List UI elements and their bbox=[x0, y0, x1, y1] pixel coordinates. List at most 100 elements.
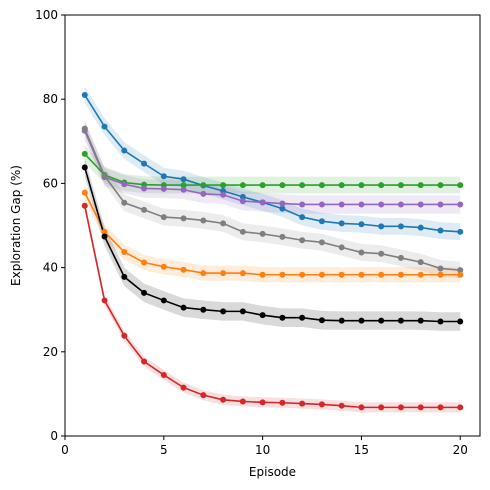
series-4-point bbox=[397, 271, 404, 278]
series-3-point bbox=[180, 215, 187, 222]
series-2-point bbox=[180, 186, 187, 193]
x-tick-label: 10 bbox=[255, 443, 270, 457]
series-0-line bbox=[84, 94, 461, 233]
series-1-point bbox=[378, 182, 385, 189]
series-5-point bbox=[457, 318, 464, 325]
series-2-point bbox=[160, 185, 167, 192]
x-tick-label: 5 bbox=[160, 443, 168, 457]
series-6-point bbox=[81, 202, 88, 209]
series-4-point bbox=[200, 270, 207, 277]
series-3-point bbox=[457, 267, 464, 274]
series-4-point bbox=[457, 271, 464, 278]
series-1-point bbox=[318, 182, 325, 189]
series-4-point bbox=[81, 189, 88, 196]
series-5-point bbox=[417, 317, 424, 324]
series-2-point bbox=[457, 201, 464, 208]
series-5-point bbox=[259, 312, 266, 319]
series-4-point bbox=[358, 271, 365, 278]
series-3-point bbox=[397, 254, 404, 261]
series-6-point bbox=[299, 400, 306, 407]
series-3-point bbox=[220, 220, 227, 227]
series-6-point bbox=[259, 399, 266, 406]
series-0-point bbox=[457, 228, 464, 235]
series-5-point bbox=[299, 314, 306, 321]
series-5-point bbox=[101, 233, 108, 240]
series-2-point bbox=[378, 201, 385, 208]
series-5-point bbox=[318, 317, 325, 324]
y-tick-label: 60 bbox=[43, 176, 58, 190]
markers-layer bbox=[81, 91, 464, 411]
series-3-point bbox=[299, 237, 306, 244]
series-5-band bbox=[84, 158, 461, 331]
series-5-point bbox=[437, 318, 444, 325]
lines-layer bbox=[83, 94, 461, 409]
series-1-point bbox=[338, 182, 345, 189]
series-3-point bbox=[437, 265, 444, 272]
series-3-point bbox=[279, 233, 286, 240]
y-axis: 0 20 40 60 80 100 bbox=[35, 8, 65, 443]
series-0-point bbox=[318, 218, 325, 225]
x-axis: 0 5 10 15 20 bbox=[61, 436, 468, 457]
series-6-point bbox=[279, 399, 286, 406]
series-3-point bbox=[338, 244, 345, 251]
series-1-point bbox=[279, 182, 286, 189]
series-6-point bbox=[397, 404, 404, 411]
series-6-point bbox=[358, 404, 365, 411]
series-0-point bbox=[121, 147, 128, 154]
series-6-point bbox=[180, 384, 187, 391]
series-3-point bbox=[378, 250, 385, 257]
series-0-point bbox=[279, 205, 286, 212]
series-2-point bbox=[358, 201, 365, 208]
series-6-point bbox=[220, 396, 227, 403]
series-3-point bbox=[318, 239, 325, 246]
series-1-line bbox=[84, 153, 461, 186]
series-4-point bbox=[378, 271, 385, 278]
series-6-point bbox=[378, 404, 385, 411]
series-0-point bbox=[397, 223, 404, 230]
series-0-point bbox=[358, 221, 365, 228]
series-0-point bbox=[378, 223, 385, 230]
series-2-point bbox=[220, 191, 227, 198]
series-2-point bbox=[121, 181, 128, 188]
series-5-point bbox=[160, 297, 167, 304]
series-2-point bbox=[200, 190, 207, 197]
series-5-point bbox=[220, 308, 227, 315]
series-6-point bbox=[457, 404, 464, 411]
series-6-point bbox=[417, 404, 424, 411]
series-4-point bbox=[318, 271, 325, 278]
bands-layer bbox=[84, 86, 461, 413]
series-4-point bbox=[279, 271, 286, 278]
y-axis-label: Exploration Gap (%) bbox=[9, 165, 23, 286]
series-4-point bbox=[259, 271, 266, 278]
series-5-point bbox=[279, 314, 286, 321]
series-5-point bbox=[121, 273, 128, 280]
series-5-point bbox=[200, 306, 207, 313]
series-3-point bbox=[417, 259, 424, 266]
series-6-point bbox=[101, 297, 108, 304]
series-0-point bbox=[180, 176, 187, 183]
series-6-point bbox=[160, 371, 167, 378]
series-3-point bbox=[200, 217, 207, 224]
series-0-point bbox=[81, 91, 88, 98]
series-2-point bbox=[417, 201, 424, 208]
series-1-point bbox=[81, 150, 88, 157]
series-6-point bbox=[437, 404, 444, 411]
series-5-point bbox=[239, 308, 246, 315]
series-3-line bbox=[84, 128, 461, 271]
series-1-point bbox=[299, 182, 306, 189]
series-5-point bbox=[358, 317, 365, 324]
series-1-point bbox=[358, 182, 365, 189]
series-4-point bbox=[437, 271, 444, 278]
y-tick-label: 100 bbox=[35, 8, 58, 22]
series-1-point bbox=[180, 182, 187, 189]
y-tick-label: 20 bbox=[43, 345, 58, 359]
series-4-point bbox=[180, 266, 187, 273]
series-6-point bbox=[141, 358, 148, 365]
series-6-point bbox=[239, 398, 246, 405]
series-2-point bbox=[397, 201, 404, 208]
series-3-point bbox=[259, 230, 266, 237]
series-6-point bbox=[200, 392, 207, 399]
series-5-point bbox=[378, 317, 385, 324]
series-2-point bbox=[141, 185, 148, 192]
